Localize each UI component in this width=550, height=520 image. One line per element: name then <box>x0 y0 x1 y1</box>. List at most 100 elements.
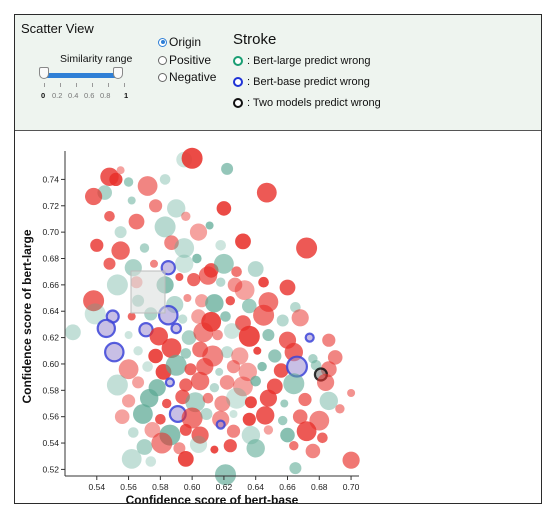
data-point[interactable] <box>268 349 282 363</box>
data-point[interactable] <box>162 398 172 409</box>
data-point[interactable] <box>190 371 210 391</box>
data-point[interactable] <box>191 426 209 444</box>
data-point[interactable] <box>181 211 191 221</box>
data-point[interactable] <box>210 445 219 454</box>
data-point[interactable] <box>342 451 360 469</box>
data-point[interactable] <box>291 309 309 327</box>
data-point[interactable] <box>225 296 235 306</box>
data-point[interactable] <box>205 294 224 313</box>
data-point[interactable] <box>181 330 197 345</box>
data-point[interactable] <box>214 395 231 412</box>
data-point[interactable] <box>221 346 234 359</box>
data-point[interactable] <box>247 261 264 277</box>
data-point[interactable] <box>180 348 192 359</box>
data-point[interactable] <box>280 399 289 408</box>
data-point[interactable] <box>179 423 192 436</box>
data-point[interactable] <box>127 196 136 205</box>
data-point[interactable] <box>226 387 248 409</box>
data-point[interactable] <box>65 324 81 341</box>
data-point[interactable] <box>104 211 115 222</box>
data-point[interactable] <box>298 392 312 407</box>
similarity-max-handle[interactable] <box>113 67 123 79</box>
data-point[interactable] <box>151 432 173 454</box>
similarity-range-track[interactable] <box>43 73 121 78</box>
similarity-min-handle[interactable] <box>39 67 49 79</box>
data-point[interactable] <box>183 294 192 302</box>
data-point[interactable] <box>276 314 289 327</box>
data-point[interactable] <box>221 162 234 175</box>
data-point[interactable] <box>128 213 145 230</box>
data-point[interactable] <box>122 394 136 408</box>
data-point[interactable] <box>121 449 142 469</box>
data-point[interactable] <box>192 253 202 264</box>
data-point[interactable] <box>216 277 226 287</box>
data-point[interactable] <box>279 279 296 296</box>
data-point[interactable] <box>116 166 125 175</box>
data-point[interactable] <box>148 348 163 364</box>
data-point[interactable] <box>289 441 299 451</box>
data-point[interactable] <box>104 341 125 363</box>
data-point[interactable] <box>133 346 143 356</box>
data-point[interactable] <box>219 375 235 390</box>
data-point[interactable] <box>280 427 295 443</box>
data-point[interactable] <box>124 331 133 339</box>
data-point[interactable] <box>118 359 139 380</box>
data-point[interactable] <box>220 311 231 322</box>
data-point[interactable] <box>335 404 345 414</box>
data-point[interactable] <box>215 464 236 486</box>
data-point[interactable] <box>154 216 176 238</box>
data-point[interactable] <box>223 439 237 453</box>
data-point[interactable] <box>189 435 208 453</box>
data-point[interactable] <box>259 389 277 407</box>
data-point[interactable] <box>159 174 171 185</box>
data-point[interactable] <box>114 226 127 239</box>
data-point[interactable] <box>256 182 277 203</box>
data-point[interactable] <box>234 280 255 300</box>
data-point[interactable] <box>196 358 214 376</box>
data-point[interactable] <box>106 374 128 396</box>
data-point[interactable] <box>111 241 130 260</box>
data-point[interactable] <box>189 223 208 241</box>
data-point[interactable] <box>215 240 226 251</box>
data-point[interactable] <box>322 333 336 347</box>
data-point[interactable] <box>136 439 153 455</box>
data-point[interactable] <box>161 338 182 358</box>
data-point[interactable] <box>106 274 128 296</box>
data-point[interactable] <box>96 318 117 339</box>
data-point[interactable] <box>144 422 161 438</box>
data-point[interactable] <box>227 277 243 293</box>
data-point[interactable] <box>84 303 106 325</box>
data-point[interactable] <box>283 373 305 395</box>
data-point[interactable] <box>229 410 238 418</box>
data-point[interactable] <box>231 266 242 277</box>
data-point[interactable] <box>133 404 153 424</box>
data-point[interactable] <box>253 304 275 326</box>
data-point[interactable] <box>209 383 220 393</box>
data-point[interactable] <box>289 462 302 475</box>
data-point[interactable] <box>114 409 130 425</box>
data-point[interactable] <box>263 425 274 435</box>
data-point[interactable] <box>164 377 175 388</box>
data-point[interactable] <box>238 325 260 347</box>
data-point[interactable] <box>170 322 182 335</box>
data-point[interactable] <box>205 221 214 230</box>
data-point[interactable] <box>226 424 241 438</box>
data-point[interactable] <box>173 442 186 455</box>
data-point[interactable] <box>292 409 308 425</box>
data-point[interactable] <box>233 376 253 397</box>
data-point[interactable] <box>142 361 153 372</box>
data-point[interactable] <box>235 233 251 250</box>
data-point[interactable] <box>304 332 315 343</box>
data-point[interactable] <box>174 238 195 258</box>
data-point[interactable] <box>175 254 194 273</box>
data-point[interactable] <box>226 360 241 374</box>
data-point[interactable] <box>216 201 232 216</box>
data-point[interactable] <box>317 432 328 444</box>
scatter-plot[interactable]: 0.54 0.56 0.58 0.60 0.62 0.64 0.66 0.68 0.70 0.5… <box>15 131 541 503</box>
data-point[interactable] <box>149 199 163 213</box>
data-point[interactable] <box>296 237 318 259</box>
radio-positive-dot[interactable] <box>158 55 167 65</box>
data-point[interactable] <box>177 451 194 467</box>
radio-origin[interactable]: Origin <box>158 35 201 49</box>
data-point[interactable] <box>214 253 234 274</box>
